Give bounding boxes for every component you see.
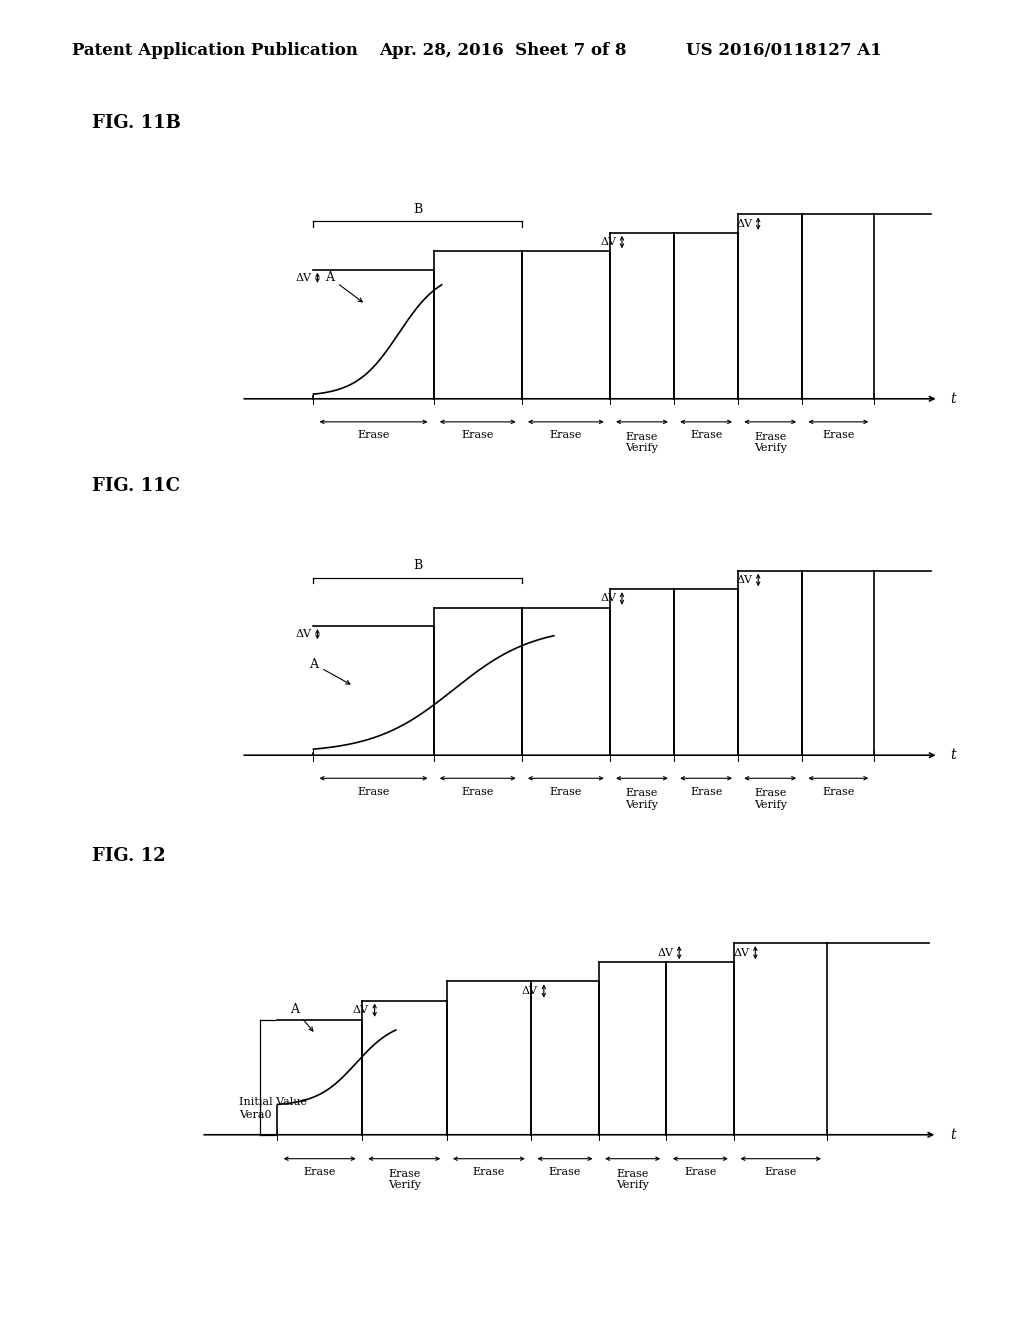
Text: Erase: Erase <box>822 787 855 796</box>
Text: Erase: Erase <box>549 1167 582 1177</box>
Text: Erase: Erase <box>462 787 494 796</box>
Text: Erase: Erase <box>357 787 390 796</box>
Text: Erase
Verify: Erase Verify <box>626 788 658 809</box>
Text: Patent Application Publication: Patent Application Publication <box>72 42 357 59</box>
Text: Erase: Erase <box>550 430 582 440</box>
Text: Erase: Erase <box>765 1167 797 1177</box>
Text: Apr. 28, 2016  Sheet 7 of 8: Apr. 28, 2016 Sheet 7 of 8 <box>379 42 627 59</box>
Text: ΔV: ΔV <box>600 238 616 247</box>
Text: Erase: Erase <box>822 430 855 440</box>
Text: Erase: Erase <box>473 1167 505 1177</box>
Text: A: A <box>326 271 362 302</box>
Text: Erase
Verify: Erase Verify <box>616 1170 649 1191</box>
Text: ΔV: ΔV <box>736 219 753 228</box>
Text: Erase
Verify: Erase Verify <box>388 1170 421 1191</box>
Text: FIG. 11C: FIG. 11C <box>92 477 180 495</box>
Text: ΔV: ΔV <box>733 948 750 958</box>
Text: ΔV: ΔV <box>600 594 616 603</box>
Text: ΔV: ΔV <box>522 986 538 997</box>
Text: Erase: Erase <box>550 787 582 796</box>
Text: A: A <box>290 1003 313 1031</box>
Text: t: t <box>950 748 956 762</box>
Text: FIG. 12: FIG. 12 <box>92 846 166 865</box>
Text: Erase: Erase <box>357 430 390 440</box>
Text: FIG. 11B: FIG. 11B <box>92 114 181 132</box>
Text: Erase
Verify: Erase Verify <box>626 432 658 453</box>
Text: Erase: Erase <box>303 1167 336 1177</box>
Text: ΔV: ΔV <box>296 630 312 639</box>
Text: Erase
Verify: Erase Verify <box>754 788 786 809</box>
Text: Initial Value
Vera0: Initial Value Vera0 <box>240 1097 307 1119</box>
Text: Erase: Erase <box>462 430 494 440</box>
Text: ΔV: ΔV <box>736 576 753 585</box>
Text: B: B <box>413 560 422 572</box>
Text: Erase: Erase <box>690 787 722 796</box>
Text: Erase
Verify: Erase Verify <box>754 432 786 453</box>
Text: Erase: Erase <box>684 1167 717 1177</box>
Text: A: A <box>309 657 350 684</box>
Text: t: t <box>950 1127 955 1142</box>
Text: Erase: Erase <box>690 430 722 440</box>
Text: ΔV: ΔV <box>296 273 312 282</box>
Text: US 2016/0118127 A1: US 2016/0118127 A1 <box>686 42 882 59</box>
Text: B: B <box>413 203 422 215</box>
Text: ΔV: ΔV <box>352 1005 369 1015</box>
Text: ΔV: ΔV <box>657 948 673 958</box>
Text: t: t <box>950 392 956 405</box>
